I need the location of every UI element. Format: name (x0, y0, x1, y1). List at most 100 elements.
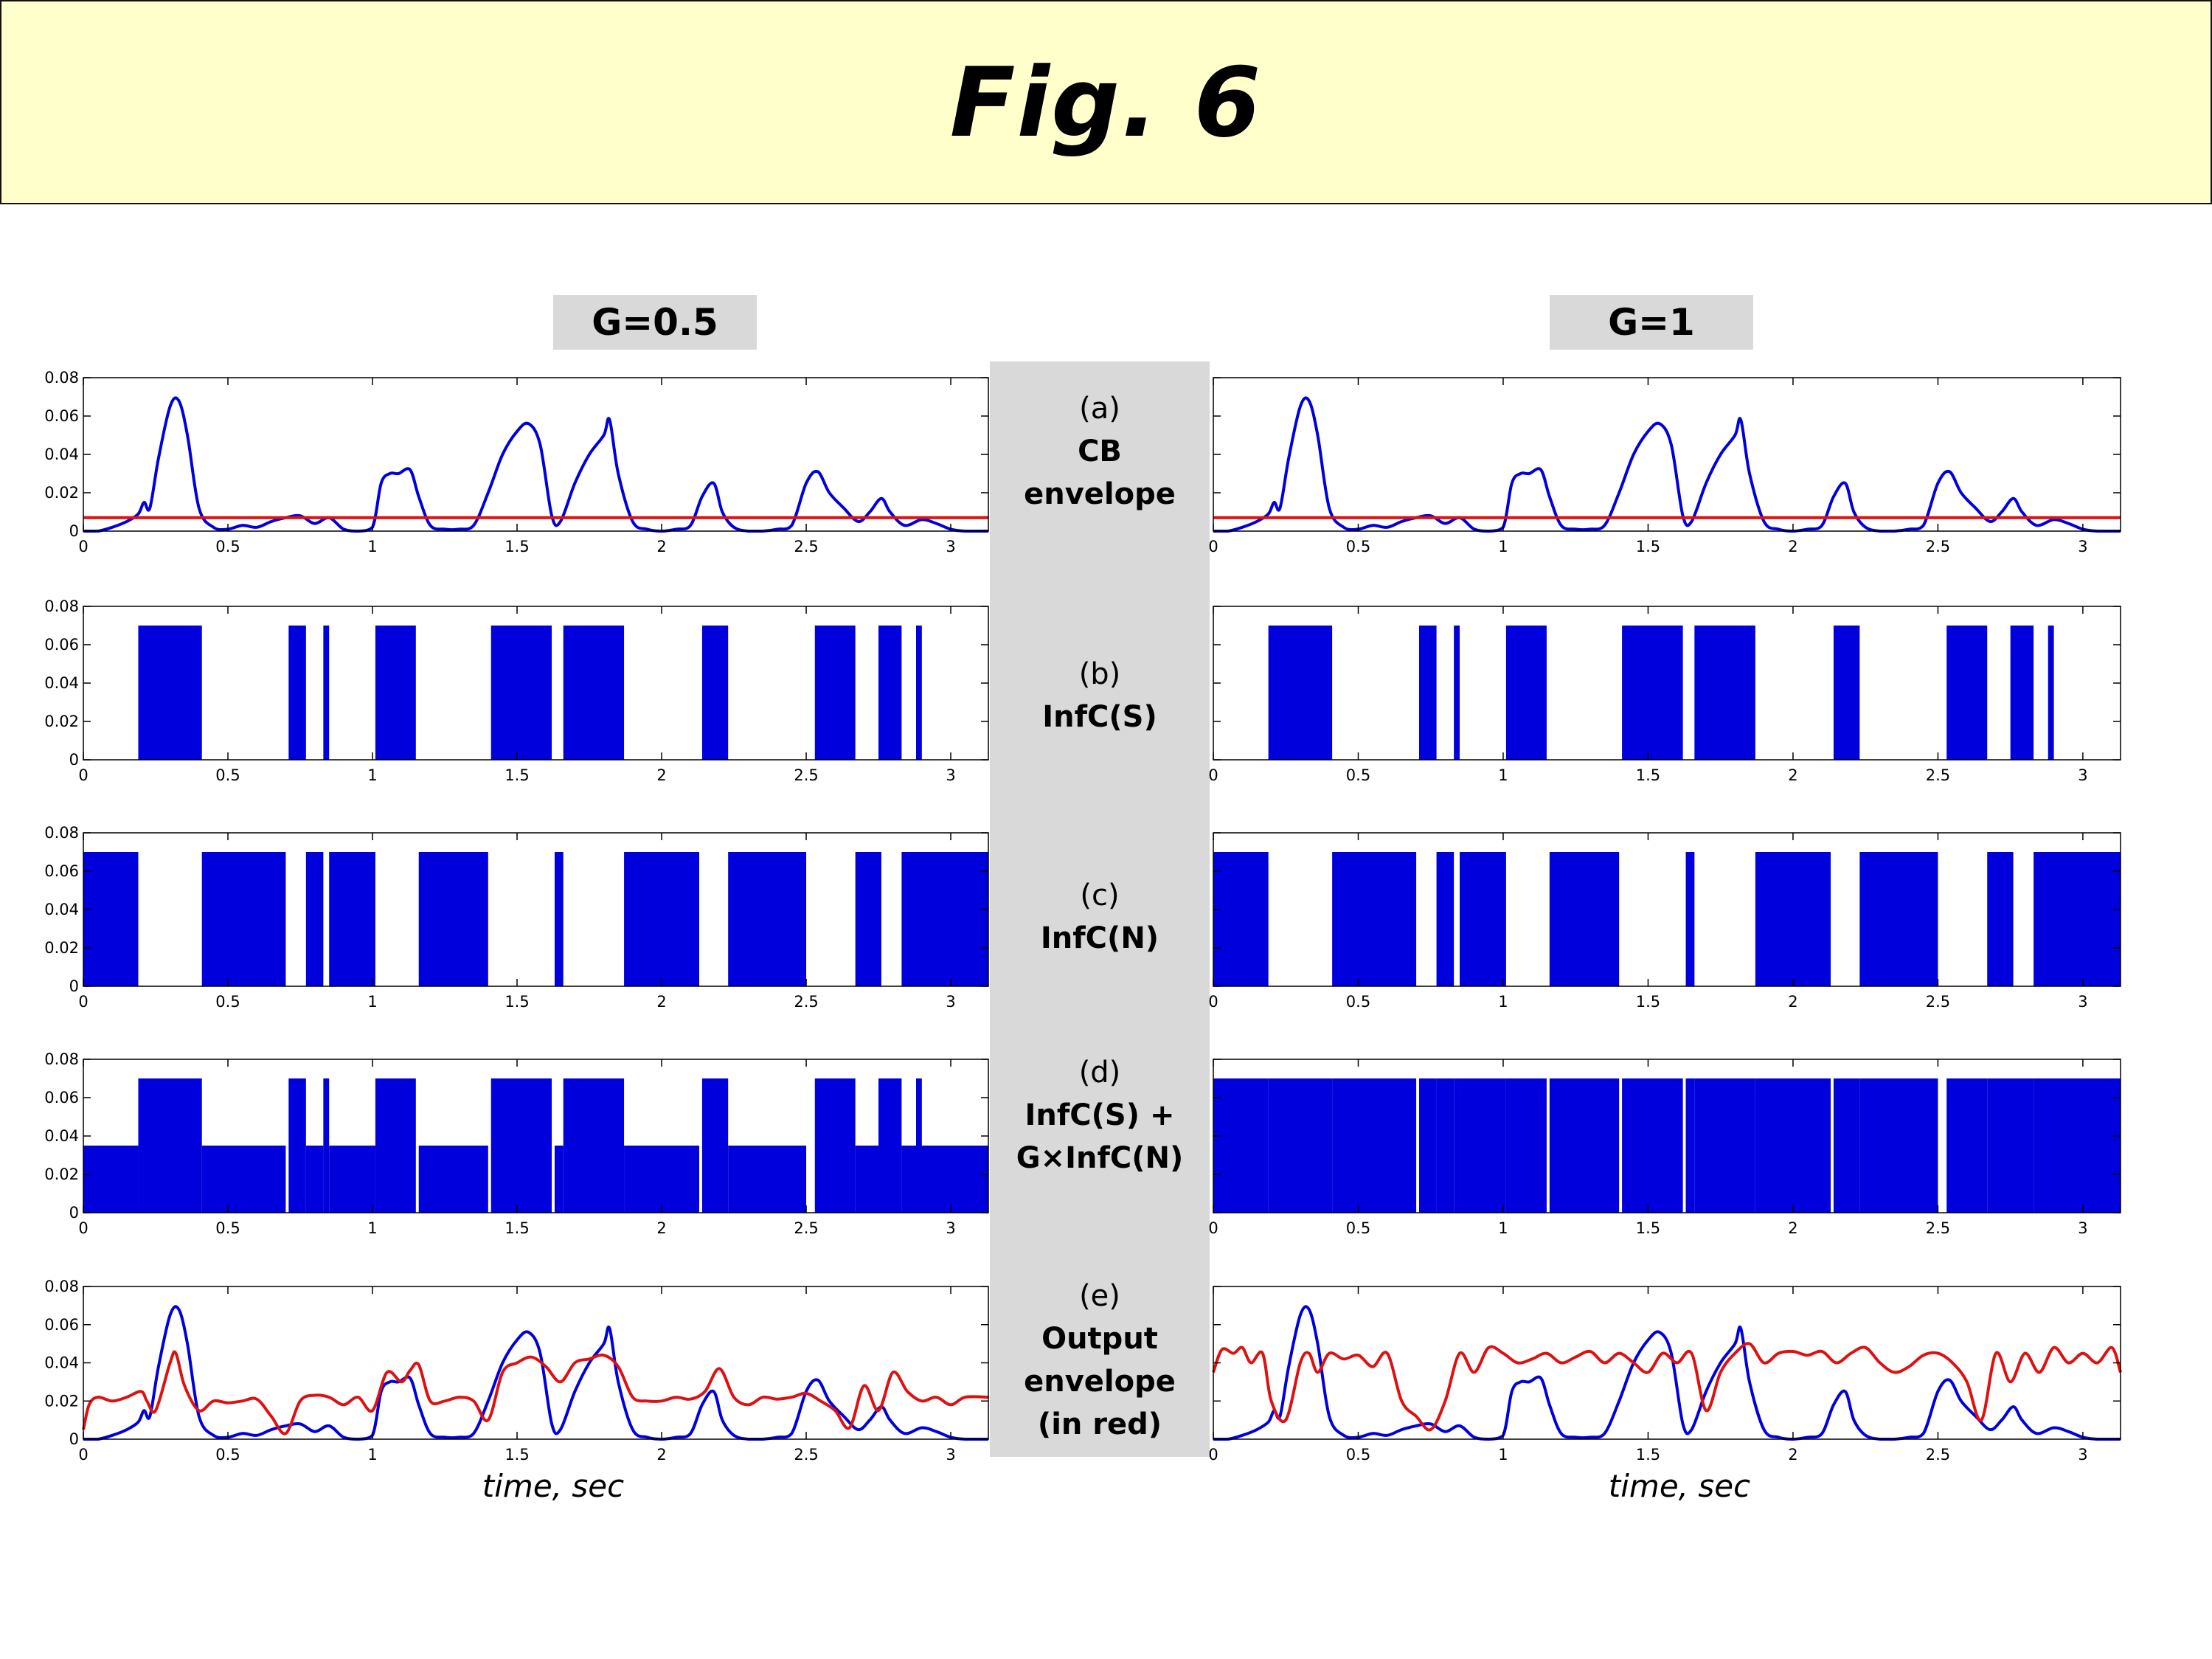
y-tick-label-g05-b: 0 (69, 751, 79, 769)
x-tick-label-g1-b: 0 (1208, 766, 1218, 784)
sum-s-bar-g05-d (814, 1078, 856, 1213)
y-tick-label-g05-e: 0.08 (44, 1278, 79, 1295)
infc-s-bar-g05-b (701, 626, 729, 760)
output-envelope-red-g1-e (1212, 1342, 2122, 1432)
x-tick-label-g05-c: 1.5 (505, 993, 529, 1011)
x-axis-title-left: time, sec (482, 1468, 625, 1504)
sum-n-bar-g1-d (2034, 1078, 2121, 1213)
x-tick-label-g1-e: 3 (2078, 1446, 2087, 1464)
infc-s-bar-g1-b (1833, 626, 1860, 760)
x-tick-label-g1-b: 2 (1788, 766, 1797, 784)
y-tick-label-g05-b: 0.02 (44, 713, 79, 730)
infc-n-bar-g1-c (1436, 852, 1455, 986)
output-envelope-blue-g1-e (1213, 1305, 2121, 1441)
row-name-b: InfC(S) (1042, 700, 1157, 734)
sum-n-bar-g1-d (1332, 1078, 1417, 1213)
x-tick-label-g05-a: 1.5 (505, 538, 529, 555)
infc-n-bar-g05-c (201, 852, 286, 986)
sum-s-bar-g05-d (138, 1078, 202, 1213)
x-tick-label-g05-b: 1.5 (505, 766, 529, 784)
infc-n-bar-g05-c (418, 852, 488, 986)
row-label-column (990, 361, 1210, 1457)
y-tick-label-g05-e: 0.06 (44, 1316, 79, 1334)
x-tick-label-g1-c: 2.5 (1926, 993, 1950, 1011)
y-tick-label-g05-a: 0.02 (44, 484, 79, 502)
x-tick-label-g05-b: 0 (78, 766, 88, 784)
sum-n-bar-g1-d (1436, 1078, 1455, 1213)
x-tick-label-g05-b: 0.5 (215, 766, 240, 784)
x-tick-label-g05-b: 2.5 (794, 766, 818, 784)
infc-s-bar-g1-b (1454, 626, 1460, 760)
row-name-c: InfC(N) (1040, 921, 1159, 955)
infc-s-bar-g05-b (288, 626, 306, 760)
y-tick-label-g05-e: 0 (69, 1430, 79, 1448)
sum-n-bar-g05-d (201, 1146, 286, 1213)
sum-s-bar-g1-d (1694, 1078, 1755, 1213)
x-tick-label-g1-b: 2.5 (1926, 766, 1950, 784)
x-tick-label-g1-e: 0 (1208, 1446, 1218, 1464)
y-tick-label-g05-c: 0.02 (44, 939, 79, 957)
infc-s-bar-g1-b (1946, 626, 1988, 760)
infc-s-bar-g1-b (1622, 626, 1683, 760)
sum-n-bar-g05-d (901, 1146, 988, 1213)
x-tick-label-g1-d: 1 (1498, 1219, 1508, 1237)
x-tick-label-g1-a: 2 (1788, 538, 1797, 555)
infc-n-bar-g1-c (1859, 852, 1938, 986)
column-label-g1: G=1 (1550, 295, 1753, 350)
row-label-b: (b) InfC(S) (990, 653, 1210, 738)
infc-n-bar-g05-c (305, 852, 324, 986)
x-tick-label-g1-a: 2.5 (1926, 538, 1950, 555)
x-tick-label-g1-d: 3 (2078, 1219, 2087, 1237)
x-tick-label-g1-e: 1 (1498, 1446, 1508, 1464)
axes-frame-g1-a (1213, 377, 2121, 532)
sum-n-bar-g1-d (1685, 1078, 1695, 1213)
infc-s-bar-g1-b (1694, 626, 1755, 760)
x-tick-label-g05-b: 1 (367, 766, 377, 784)
sum-n-bar-g1-d (1859, 1078, 1938, 1213)
infc-n-bar-g05-c (329, 852, 375, 986)
infc-n-bar-g1-c (1549, 852, 1620, 986)
x-tick-label-g05-c: 3 (946, 993, 955, 1011)
x-tick-label-g1-e: 2.5 (1926, 1446, 1950, 1464)
y-tick-label-g05-a: 0.08 (44, 369, 79, 387)
sum-s-bar-g05-d (323, 1078, 330, 1213)
x-tick-label-g1-c: 0.5 (1346, 993, 1370, 1011)
infc-n-bar-g1-c (1332, 852, 1417, 986)
infc-s-bar-g05-b (490, 626, 552, 760)
infc-s-bar-g1-b (2048, 626, 2054, 760)
sum-s-bar-g1-d (1946, 1078, 1988, 1213)
infc-s-bar-g05-b (563, 626, 625, 760)
row-letter-e: (e) (1079, 1279, 1120, 1313)
infc-s-bar-g05-b (878, 626, 902, 760)
x-tick-label-g05-c: 0.5 (215, 993, 240, 1011)
y-tick-label-g05-d: 0.08 (44, 1050, 79, 1068)
y-tick-label-g05-a: 0 (69, 522, 79, 540)
x-tick-label-g05-c: 1 (367, 993, 377, 1011)
x-tick-label-g1-c: 3 (2078, 993, 2087, 1011)
y-tick-label-g05-e: 0.02 (44, 1392, 79, 1410)
infc-n-bar-g05-c (855, 852, 881, 986)
x-tick-label-g1-e: 2 (1788, 1446, 1797, 1464)
sum-n-bar-g1-d (1987, 1078, 2014, 1213)
sum-n-bar-g05-d (83, 1146, 139, 1213)
y-tick-label-g05-b: 0.06 (44, 636, 79, 654)
row-label-e: (e) Output envelope (in red) (990, 1275, 1210, 1446)
infc-s-bar-g1-b (1419, 626, 1437, 760)
infc-s-bar-g1-b (1268, 626, 1333, 760)
infc-s-bar-g05-b (138, 626, 202, 760)
envelope-line-g1-a (1213, 396, 2121, 533)
x-tick-label-g1-e: 0.5 (1346, 1446, 1370, 1464)
envelope-line-g05-a (83, 396, 988, 533)
y-tick-label-g05-c: 0.08 (44, 824, 79, 842)
axes-frame-g05-e (83, 1286, 989, 1440)
infc-s-bar-g05-b (915, 626, 922, 760)
x-tick-label-g1-c: 1 (1498, 993, 1508, 1011)
infc-s-bar-g1-b (1505, 626, 1547, 760)
y-tick-label-g05-e: 0.04 (44, 1354, 79, 1372)
x-tick-label-g1-d: 0 (1208, 1219, 1218, 1237)
x-tick-label-g1-d: 1.5 (1636, 1219, 1660, 1237)
x-tick-label-g1-b: 0.5 (1346, 766, 1370, 784)
row-letter-c: (c) (1080, 879, 1120, 912)
x-tick-label-g05-b: 2 (656, 766, 666, 784)
row-letter-b: (b) (1078, 657, 1121, 691)
